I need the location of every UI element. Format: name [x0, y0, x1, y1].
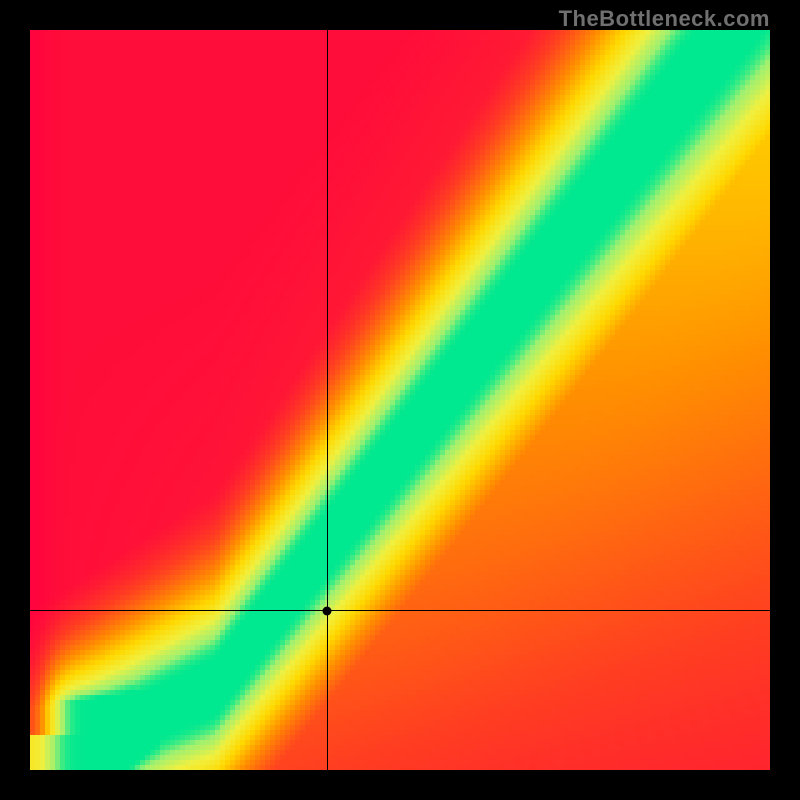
heatmap-canvas	[30, 30, 770, 770]
heatmap-plot	[30, 30, 770, 770]
watermark-text: TheBottleneck.com	[559, 6, 770, 32]
crosshair-horizontal	[30, 610, 770, 611]
crosshair-vertical	[327, 30, 328, 770]
crosshair-marker	[323, 606, 332, 615]
